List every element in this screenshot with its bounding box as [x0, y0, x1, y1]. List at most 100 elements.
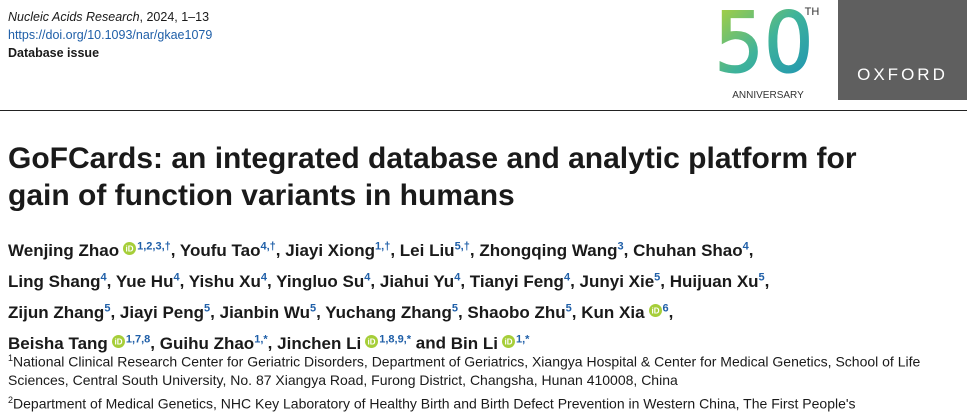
author-line: Beisha Tang iD 1,7,8, Guihu Zhao1,*, Jinch…	[8, 326, 769, 357]
author: Yingluo Su4	[276, 271, 371, 291]
author: Jiayi Peng5	[119, 302, 210, 322]
citation-line: Nucleic Acids Research, 2024, 1–13	[8, 8, 212, 26]
separator: ,	[106, 271, 112, 291]
author-affiliation-marks: 5	[654, 271, 661, 284]
section: Database issue	[8, 46, 100, 60]
separator: ,	[660, 271, 666, 291]
author-name: Jiayi Xiong	[285, 240, 376, 260]
author-name: Ling Shang	[8, 271, 101, 291]
author-name: Yingluo Su	[276, 271, 365, 291]
affiliation-number: 1	[8, 353, 14, 363]
author-affiliation-marks: 5	[309, 302, 317, 315]
author-name: Junyi Xie	[579, 271, 655, 291]
author-affiliation-marks: 4	[742, 240, 749, 252]
author-affiliation-marks: 3	[617, 240, 624, 252]
author: Yuchang Zhang5	[325, 302, 458, 322]
separator: ,	[748, 240, 754, 260]
author: Zijun Zhang5	[8, 302, 111, 322]
author: Kun Xia iD 6	[581, 302, 669, 322]
author-affiliation-marks: 5	[104, 302, 111, 315]
separator: ,	[179, 271, 185, 291]
orcid-icon: iD	[501, 335, 515, 349]
author-name: Beisha Tang	[8, 334, 108, 354]
author: Zhongqing Wang3	[479, 240, 624, 260]
separator: ,	[370, 271, 376, 291]
author: Jinchen Li iD 1,8,9,*	[277, 333, 412, 354]
separator: ,	[266, 271, 272, 291]
author-name: Lei Liu	[399, 240, 455, 260]
logo-suffix: TH	[805, 6, 820, 18]
author: Jiahui Yu4	[380, 271, 461, 291]
affiliation: 1National Clinical Research Center for G…	[8, 349, 967, 389]
anniversary-logo: 50 TH ANNIVERSARY	[716, 2, 820, 101]
author: Yue Hu4	[116, 271, 180, 291]
separator: ,	[457, 302, 463, 322]
separator: ,	[275, 240, 281, 260]
author-affiliation-marks: 5	[565, 302, 572, 315]
svg-text:iD: iD	[368, 338, 376, 347]
author: Wenjing Zhao iD 1,2,3,†	[8, 240, 171, 260]
svg-text:iD: iD	[114, 338, 122, 347]
journal-info: Nucleic Acids Research, 2024, 1–13 https…	[8, 8, 212, 62]
doi-link[interactable]: https://doi.org/10.1093/nar/gkae1079	[8, 28, 213, 42]
author-affiliation-marks: 4	[260, 271, 267, 284]
author-affiliation-marks: 5,†	[454, 240, 470, 252]
separator: ,	[469, 240, 475, 260]
affiliation-number: 2	[8, 394, 14, 405]
author: Shaobo Zhu5	[467, 302, 572, 322]
svg-text:iD: iD	[504, 338, 512, 347]
author: Beisha Tang iD 1,7,8	[8, 333, 151, 354]
orcid-icon: iD	[123, 241, 137, 255]
author-affiliation-marks: 4	[563, 271, 571, 284]
author: Jiayi Xiong1,†	[285, 240, 390, 260]
separator: ,	[316, 302, 321, 322]
affiliation-text: Department of Medical Genetics, NHC Key …	[13, 395, 856, 412]
author-name: Bin Li	[450, 334, 498, 354]
author-affiliation-marks: 1,7,8	[125, 333, 151, 346]
separator: ,	[570, 271, 575, 291]
author-affiliation-marks: 4	[100, 271, 107, 284]
svg-text:iD: iD	[126, 244, 134, 253]
author-affiliation-marks: 1,*	[515, 333, 530, 346]
author-name: Jinchen Li	[277, 334, 362, 354]
orcid-icon: iD	[111, 335, 125, 349]
svg-text:iD: iD	[651, 306, 659, 315]
author-name: Guihu Zhao	[159, 334, 255, 354]
author: Guihu Zhao1,*	[159, 333, 268, 354]
author-name: Tianyi Feng	[469, 271, 564, 291]
author: Jianbin Wu5	[219, 302, 317, 322]
separator: ,	[764, 271, 770, 291]
author-name: Zhongqing Wang	[479, 240, 618, 260]
separator: ,	[150, 334, 156, 354]
author-name: Jiayi Peng	[119, 302, 205, 322]
author: Ling Shang4	[8, 271, 107, 291]
author-affiliation-marks: 1,*	[254, 333, 268, 346]
author-affiliation-marks: 4	[454, 271, 461, 284]
divider	[0, 110, 967, 111]
author: Junyi Xie5	[579, 271, 661, 291]
author-line: Wenjing Zhao iD 1,2,3,†, Youfu Tao4,†, Jia…	[8, 233, 769, 264]
publisher-logo: OXFORD	[838, 0, 967, 100]
separator: ,	[623, 240, 629, 260]
author-name: Jianbin Wu	[219, 302, 310, 322]
author-affiliation-marks: 4	[173, 271, 180, 284]
title-line: gain of function variants in humans	[8, 179, 515, 212]
separator: ,	[267, 334, 273, 354]
author-affiliation-marks: 1,8,9,*	[379, 333, 412, 346]
author-affiliation-marks: 6	[662, 302, 669, 315]
separator: ,	[460, 271, 466, 291]
separator: ,	[390, 240, 396, 260]
affiliation-text: National Clinical Research Center for Ge…	[8, 353, 921, 388]
author-name: Huijuan Xu	[669, 271, 759, 291]
author-affiliation-marks: 4,†	[260, 240, 276, 252]
logo-number: 50	[716, 2, 814, 89]
affiliation: 2Department of Medical Genetics, NHC Key…	[8, 391, 967, 413]
separator: ,	[571, 302, 577, 322]
author-line: Zijun Zhang5, Jiayi Peng5, Jianbin Wu5, …	[8, 295, 769, 326]
title: GoFCards: an integrated database and ana…	[8, 140, 967, 214]
author-affiliation-marks: 4	[364, 271, 371, 284]
logo-caption: ANNIVERSARY	[732, 90, 804, 101]
orcid-icon: iD	[648, 303, 662, 317]
orcid-icon: iD	[365, 335, 379, 349]
